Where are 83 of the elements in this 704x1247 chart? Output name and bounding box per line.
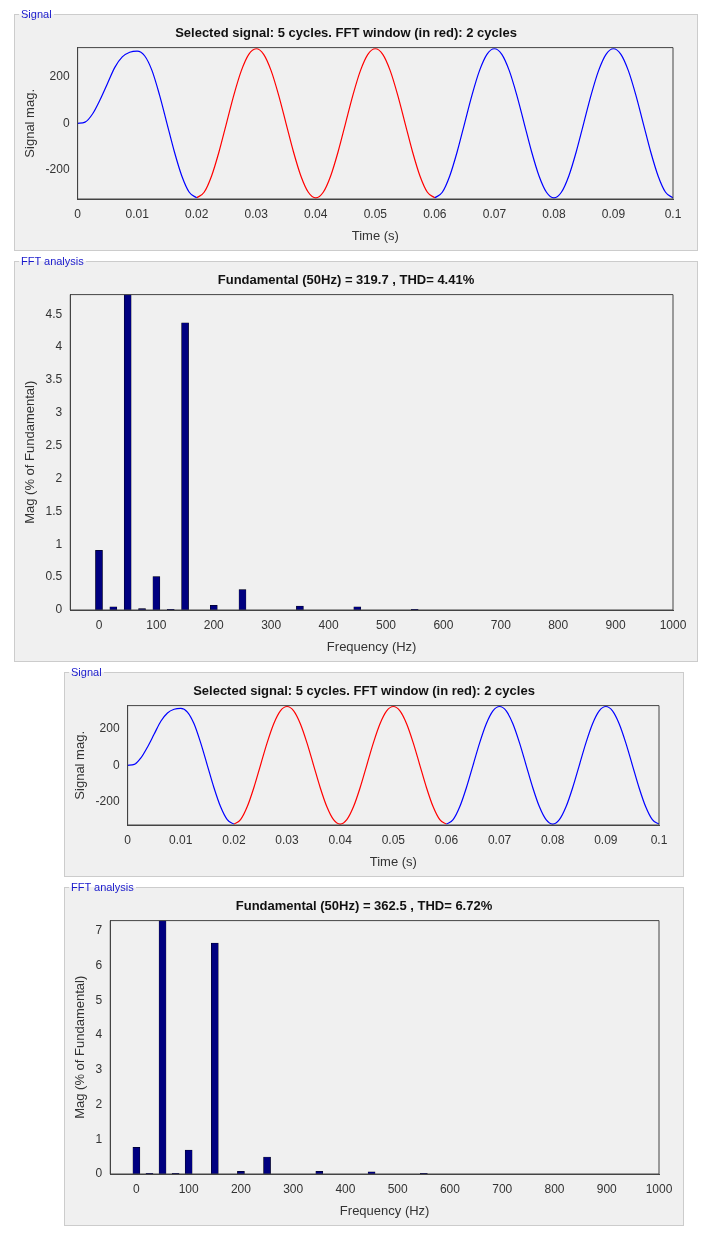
y-tick-label: 5 <box>95 992 103 1007</box>
x-tick-label: 0.07 <box>482 206 507 221</box>
y-tick-label: 0 <box>55 602 63 617</box>
y-tick-label: 200 <box>99 720 120 735</box>
x-tick-label: 0.03 <box>275 832 300 847</box>
x-tick-label: 0 <box>74 206 82 221</box>
x-tick-label: 0.1 <box>650 832 668 847</box>
x-tick-label: 100 <box>146 617 167 632</box>
x-tick-label: 800 <box>548 617 569 632</box>
y-tick-label: 4 <box>55 339 63 354</box>
y-tick-label: -200 <box>95 794 120 809</box>
x-tick-label: 400 <box>318 617 339 632</box>
x-tick-label: 0.05 <box>381 832 406 847</box>
y-tick-label: 2 <box>55 470 63 485</box>
x-tick-label: 0.04 <box>304 206 328 221</box>
chart-title: Fundamental (50Hz) = 319.7 , THD= 4.41% <box>217 272 475 288</box>
x-tick-label: 200 <box>230 1181 252 1196</box>
text: FFT analysis <box>20 255 85 267</box>
y-axis-title: Signal mag. <box>22 88 38 158</box>
x-tick-label: 600 <box>439 1181 461 1196</box>
text: FFT analysis <box>70 881 135 893</box>
y-tick-label: 200 <box>49 69 70 84</box>
y-tick-label: 1 <box>55 536 63 551</box>
x-tick-label: 0.02 <box>222 832 246 847</box>
x-tick-label: 0.01 <box>125 206 150 221</box>
x-tick-label: 900 <box>605 617 626 632</box>
x-tick-label: 0.04 <box>328 832 353 847</box>
y-tick-label: 6 <box>95 958 103 973</box>
x-tick-label: 0.01 <box>169 832 193 847</box>
x-axis-title: Time (s) <box>369 853 417 869</box>
chart-title: Fundamental (50Hz) = 362.5 , THD= 6.72% <box>235 898 493 914</box>
chart-title: Selected signal: 5 cycles. FFT window (in red): 2 cycles <box>193 683 535 699</box>
y-tick-label: 4.5 <box>45 306 63 321</box>
y-tick-label: 0 <box>95 1166 103 1181</box>
y-tick-label: 3 <box>95 1062 103 1077</box>
x-tick-label: 0.1 <box>664 206 682 221</box>
x-tick-label: 0.09 <box>594 832 618 847</box>
x-tick-label: 0.05 <box>363 206 388 221</box>
text: Signal <box>70 666 103 678</box>
x-tick-label: 300 <box>283 1181 304 1196</box>
x-tick-label: 600 <box>433 617 454 632</box>
y-tick-label: 7 <box>95 923 103 938</box>
x-axis-title: Time (s) <box>351 227 399 243</box>
x-tick-label: 700 <box>492 1181 513 1196</box>
y-tick-label: 1 <box>95 1131 103 1146</box>
x-tick-label: 0.08 <box>542 206 566 221</box>
x-tick-label: 0.09 <box>601 206 626 221</box>
x-axis-title: Frequency (Hz) <box>326 638 417 654</box>
y-tick-label: 2 <box>95 1096 103 1111</box>
y-tick-label: 3.5 <box>45 372 63 387</box>
chart-title: Selected signal: 5 cycles. FFT window (in red): 2 cycles <box>175 25 517 41</box>
x-tick-label: 1000 <box>645 1181 673 1196</box>
y-tick-label: 4 <box>95 1027 103 1042</box>
x-tick-label: 0.03 <box>244 206 269 221</box>
x-tick-label: 100 <box>178 1181 199 1196</box>
x-tick-label: 900 <box>596 1181 618 1196</box>
y-tick-label: 0 <box>62 115 70 130</box>
x-tick-label: 800 <box>544 1181 565 1196</box>
x-tick-label: 400 <box>335 1181 356 1196</box>
x-axis-title: Frequency (Hz) <box>339 1202 430 1218</box>
x-tick-label: 0 <box>133 1181 141 1196</box>
x-tick-label: 200 <box>203 617 225 632</box>
x-tick-label: 0.06 <box>423 206 447 221</box>
y-tick-label: 0.5 <box>45 569 63 584</box>
y-tick-label: 1.5 <box>45 503 63 518</box>
y-axis-title: Signal mag. <box>72 730 88 800</box>
x-tick-label: 300 <box>261 617 282 632</box>
x-tick-label: 500 <box>375 617 397 632</box>
x-tick-label: 500 <box>387 1181 409 1196</box>
x-tick-label: 0.06 <box>434 832 459 847</box>
x-tick-label: 0.02 <box>185 206 209 221</box>
y-tick-label: -200 <box>45 162 70 177</box>
y-axis-title: Mag (% of Fundamental) <box>22 380 38 524</box>
text: Signal <box>20 8 53 20</box>
y-tick-label: 3 <box>55 405 63 420</box>
x-tick-label: 1000 <box>659 617 687 632</box>
y-axis-title: Mag (% of Fundamental) <box>72 975 88 1119</box>
x-tick-label: 0.08 <box>541 832 565 847</box>
x-tick-label: 700 <box>490 617 512 632</box>
x-tick-label: 0 <box>124 832 132 847</box>
y-tick-label: 0 <box>112 757 120 772</box>
y-tick-label: 2.5 <box>45 438 63 453</box>
x-tick-label: 0.07 <box>487 832 512 847</box>
